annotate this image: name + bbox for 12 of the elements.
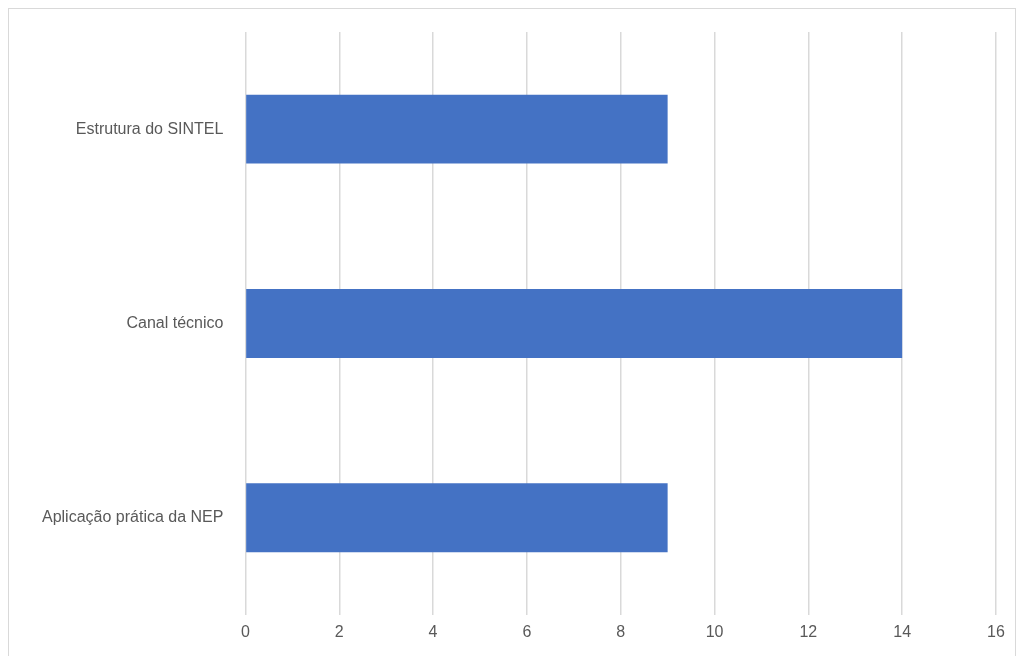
x-tick-label: 0 [240, 622, 250, 640]
y-tick-label: Aplicação prática da NEP [41, 508, 224, 526]
y-tick-label: Estrutura do SINTEL [75, 119, 224, 137]
x-tick-label: 8 [616, 622, 626, 640]
x-tick-label: 16 [987, 622, 1005, 640]
x-tick-label: 6 [522, 622, 532, 640]
x-tick-label: 2 [334, 622, 344, 640]
x-tick-label: 12 [799, 622, 818, 640]
y-tick-label: Canal técnico [126, 313, 224, 331]
x-tick-label: 10 [705, 622, 724, 640]
x-tick-label: 4 [428, 622, 438, 640]
x-tick-label: 14 [893, 622, 912, 640]
